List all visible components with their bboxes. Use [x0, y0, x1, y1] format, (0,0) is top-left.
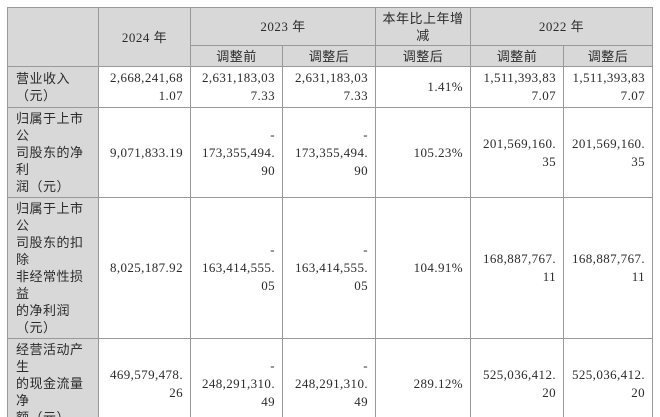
value-cell: 469,579,478. 26 [98, 338, 191, 417]
table-row-net-profit: 归属于上市公 司股东的净利 润（元） 9,071,833.19 - 173,35… [7, 107, 654, 198]
header-row-adjustments: 调整前 调整后 调整后 调整前 调整后 [8, 45, 654, 67]
header-2023-post-adjust: 调整后 [281, 45, 377, 67]
header-year-2024: 2024 年 [98, 7, 191, 67]
header-2023-pre-adjust: 调整前 [190, 45, 283, 67]
value-cell: - 163,414,555. 05 [190, 197, 283, 339]
header-row-years: 2024 年 2023 年 本年比上年增 减 2022 年 [7, 7, 654, 67]
table-row-net-profit-excl-nonrecurring: 归属于上市公 司股东的扣除 非经常性损益 的净利润 （元） 8,025,187.… [7, 197, 654, 339]
value-cell: 201,569,160. 35 [563, 107, 654, 198]
table-row-operating-cash-flow: 经营活动产生 的现金流量净 额（元） 469,579,478. 26 - 248… [7, 338, 654, 417]
value-cell: 1.41% [375, 66, 472, 108]
value-cell: 9,071,833.19 [98, 107, 191, 198]
header-year-2022: 2022 年 [470, 7, 654, 46]
value-cell: 2,668,241,68 1.07 [98, 66, 191, 108]
header-2022-pre-adjust: 调整前 [470, 45, 565, 67]
header-2022-post-adjust: 调整后 [563, 45, 654, 67]
value-cell: - 173,355,494. 90 [281, 107, 377, 198]
header-yoy-post-adjust: 调整后 [375, 45, 472, 67]
value-cell: 1,511,393,83 7.07 [470, 66, 565, 108]
row-label: 营业收入 （元） [7, 66, 99, 108]
value-cell: 1,511,393,83 7.07 [563, 66, 654, 108]
value-cell: 104.91% [375, 197, 472, 339]
value-cell: 168,887,767. 11 [470, 197, 565, 339]
value-cell: - 163,414,555. 05 [281, 197, 377, 339]
value-cell: 168,887,767. 11 [563, 197, 654, 339]
value-cell: 289.12% [375, 338, 472, 417]
value-cell: 201,569,160. 35 [470, 107, 565, 198]
financial-summary-table: 2024 年 2023 年 本年比上年增 减 2022 年 调整前 调整后 调整… [7, 7, 654, 417]
header-yoy-change: 本年比上年增 减 [375, 7, 472, 46]
table-row-revenue: 营业收入 （元） 2,668,241,68 1.07 2,631,183,03 … [7, 66, 654, 108]
header-year-2023: 2023 年 [189, 7, 377, 46]
corner-cell [7, 7, 99, 67]
value-cell: 525,036,412. 20 [470, 338, 565, 417]
value-cell: - 248,291,310. 49 [281, 338, 377, 417]
value-cell: 2,631,183,03 7.33 [190, 66, 283, 108]
row-label: 归属于上市公 司股东的扣除 非经常性损益 的净利润 （元） [7, 197, 99, 339]
value-cell: 525,036,412. 20 [563, 338, 654, 417]
value-cell: - 173,355,494. 90 [190, 107, 283, 198]
row-label: 归属于上市公 司股东的净利 润（元） [7, 107, 99, 198]
value-cell: 8,025,187.92 [98, 197, 191, 339]
value-cell: 2,631,183,03 7.33 [281, 66, 377, 108]
value-cell: - 248,291,310. 49 [190, 338, 283, 417]
value-cell: 105.23% [375, 107, 472, 198]
row-label: 经营活动产生 的现金流量净 额（元） [7, 338, 99, 417]
